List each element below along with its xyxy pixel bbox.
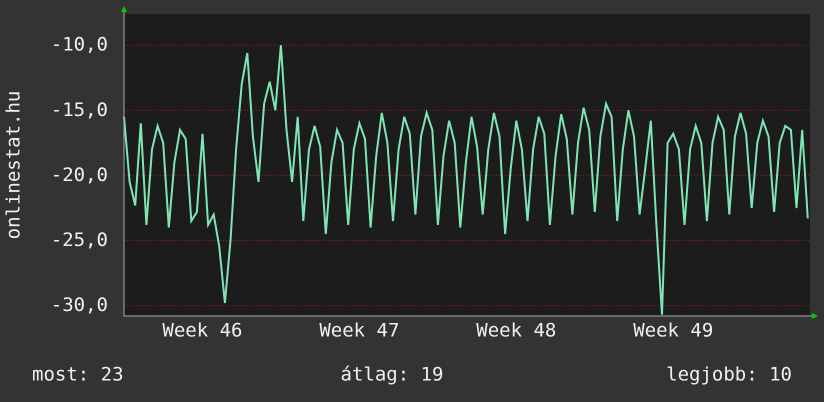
y-tick-label: -25,0 <box>51 229 108 251</box>
x-tick-label: Week 49 <box>633 320 713 342</box>
footer-average: átlag: 19 <box>341 364 444 386</box>
y-tick-label: -15,0 <box>51 99 108 121</box>
footer-now: most: 23 <box>32 364 124 386</box>
y-tick-label: -10,0 <box>51 34 108 56</box>
x-tick-label: Week 48 <box>476 320 556 342</box>
x-arrow <box>812 313 818 319</box>
y-axis-label: onlinestat.hu <box>3 91 25 240</box>
y-tick-label: -30,0 <box>51 294 108 316</box>
plot-area <box>124 14 810 316</box>
y-tick-label: -20,0 <box>51 164 108 186</box>
x-tick-label: Week 47 <box>319 320 399 342</box>
x-tick-label: Week 46 <box>162 320 242 342</box>
footer-best: legjobb: 10 <box>666 364 792 386</box>
data-line <box>123 45 809 315</box>
y-arrow <box>121 6 127 12</box>
